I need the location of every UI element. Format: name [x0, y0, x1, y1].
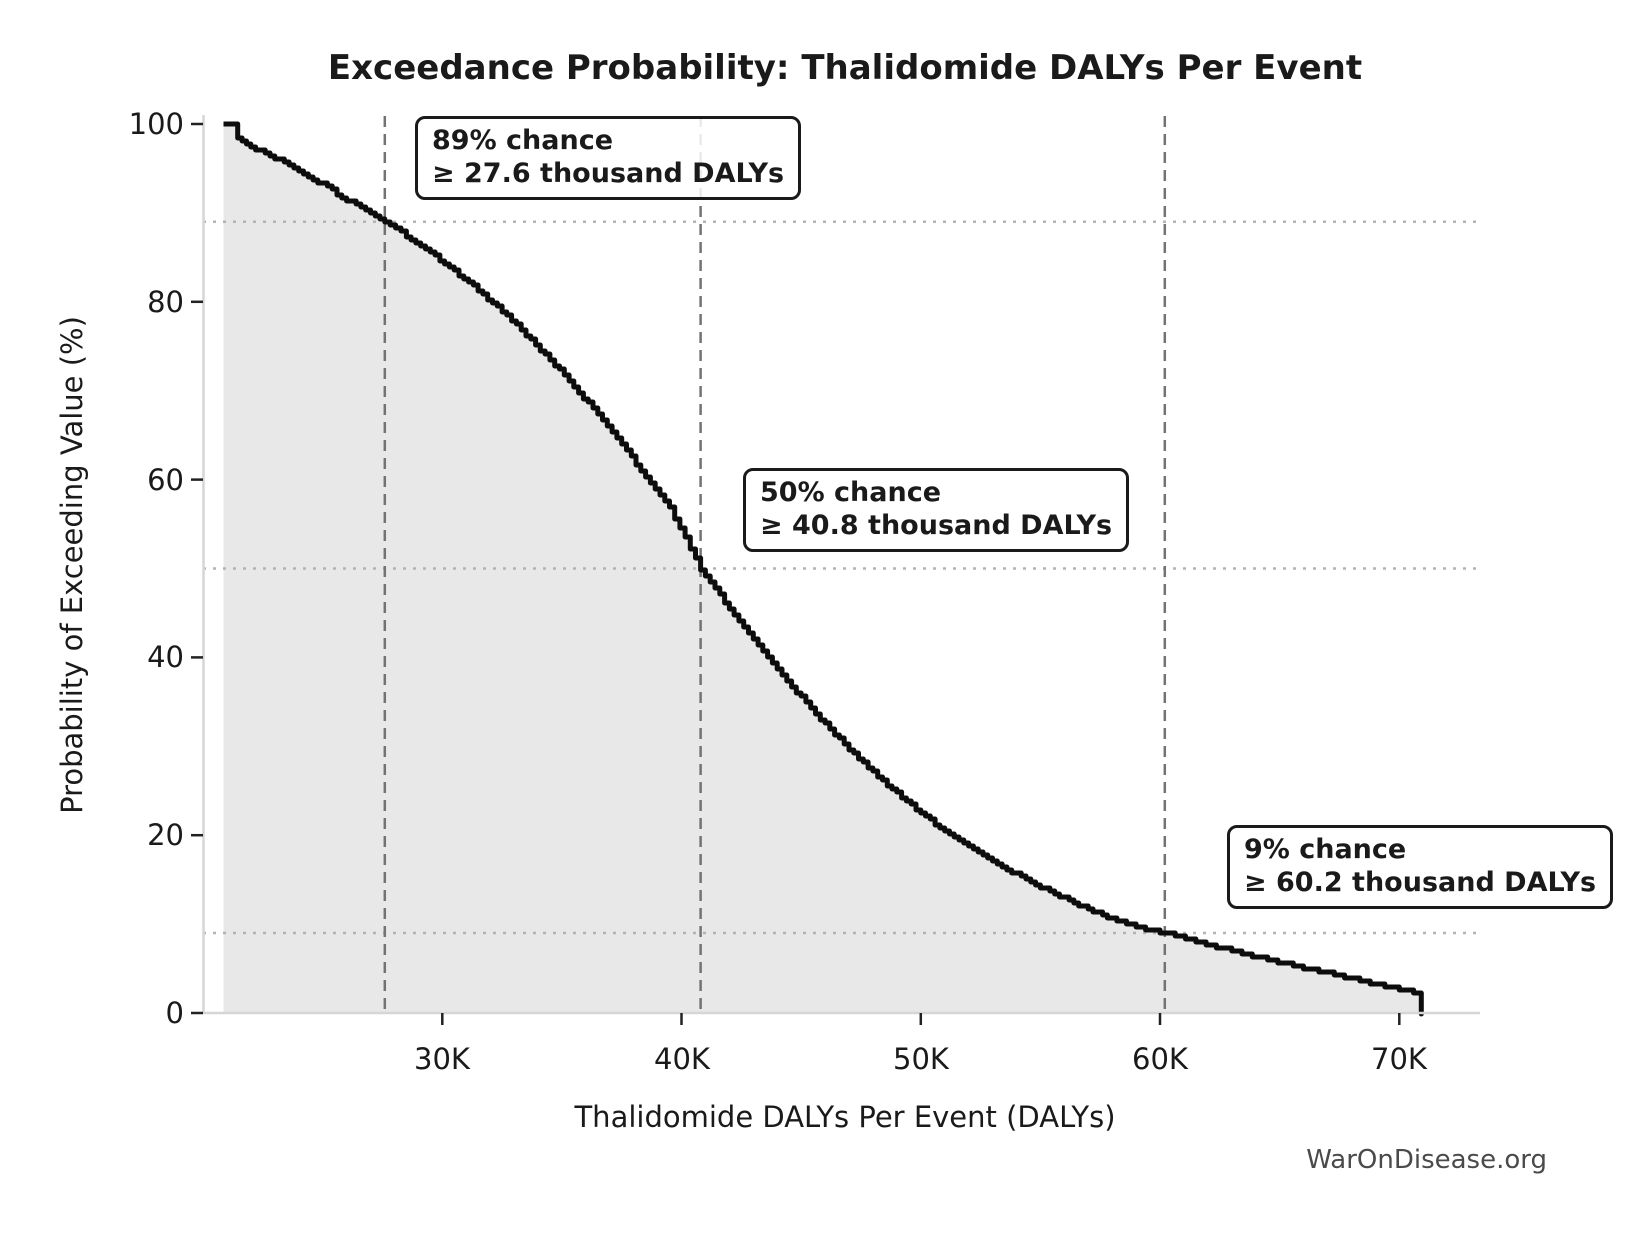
y-tick-label-20: 20	[147, 818, 184, 852]
exceedance-area-fill	[223, 124, 1422, 1014]
annotation-89pct: 89% chance ≥ 27.6 thousand DALYs	[415, 116, 802, 200]
annotation-50pct-line1: 50% chance	[760, 477, 942, 508]
y-tick-label-0: 0	[165, 996, 184, 1030]
x-tick-label-60k: 60K	[1132, 1042, 1188, 1076]
y-tick-label-100: 100	[128, 107, 184, 141]
annotation-9pct: 9% chance ≥ 60.2 thousand DALYs	[1227, 825, 1614, 909]
y-tick-label-60: 60	[147, 463, 184, 497]
y-tick-label-40: 40	[147, 640, 184, 674]
x-tick-label-40k: 40K	[654, 1042, 710, 1076]
annotation-89pct-line1: 89% chance	[432, 125, 614, 156]
watermark: WarOnDisease.org	[1306, 1145, 1547, 1175]
chart-title: Exceedance Probability: Thalidomide DALY…	[327, 48, 1363, 88]
x-tick-label-30k: 30K	[414, 1042, 470, 1076]
x-tick-label-70k: 70K	[1371, 1042, 1427, 1076]
annotation-9pct-line2: ≥ 60.2 thousand DALYs	[1244, 867, 1597, 898]
y-tick-label-80: 80	[147, 285, 184, 319]
exceedance-curve	[223, 121, 1424, 1017]
x-axis-label: Thalidomide DALYs Per Event (DALYs)	[574, 1100, 1116, 1134]
x-tick-label-50k: 50K	[893, 1042, 949, 1076]
annotation-50pct: 50% chance ≥ 40.8 thousand DALYs	[743, 468, 1130, 552]
annotation-89pct-line2: ≥ 27.6 thousand DALYs	[432, 158, 785, 189]
annotation-9pct-line1: 9% chance	[1244, 834, 1407, 865]
annotation-50pct-line2: ≥ 40.8 thousand DALYs	[760, 510, 1113, 541]
y-axis-label: Probability of Exceeding Value (%)	[55, 316, 89, 814]
